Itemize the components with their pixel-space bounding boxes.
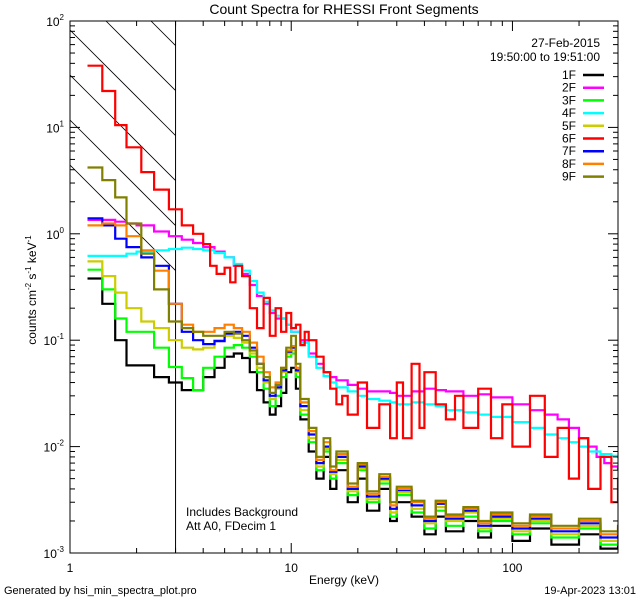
x-axis-label: Energy (keV) — [309, 573, 379, 587]
chart-title: Count Spectra for RHESSI Front Segments — [209, 1, 478, 17]
y-tick-label: 101 — [46, 119, 64, 135]
annotation-background: Includes Background — [186, 505, 298, 519]
legend-label-5F: 5F — [562, 119, 576, 133]
annotation-attenuator: Att A0, FDecim 1 — [186, 519, 276, 533]
legend-label-9F: 9F — [562, 170, 576, 184]
hatch-line — [70, 29, 176, 136]
series-line-6F — [87, 64, 618, 504]
hatch-line — [70, 119, 176, 226]
plot-frame — [69, 20, 619, 554]
axes: 1 10 100 10-3 10-2 10-1 100 101 102 — [44, 13, 619, 575]
date-block: 27-Feb-2015 19:50:00 to 19:51:00 — [490, 36, 600, 64]
series-line-2F — [87, 218, 618, 470]
hatch-line — [70, 164, 176, 271]
legend-label-3F: 3F — [562, 93, 576, 107]
y-tick-label: 10-1 — [44, 332, 65, 348]
time-range-label: 19:50:00 to 19:51:00 — [490, 50, 600, 64]
legend-label-2F: 2F — [562, 81, 576, 95]
legend-label-1F: 1F — [562, 68, 576, 82]
y-tick-label: 100 — [46, 226, 64, 242]
hatch-line — [70, 74, 176, 181]
footer-generated-by: Generated by hsi_min_spectra_plot.pro — [4, 585, 197, 597]
hatch-line — [150, 21, 176, 46]
hatch-line — [105, 21, 176, 91]
x-tick-label: 100 — [502, 561, 522, 575]
hatched-region — [70, 0, 177, 553]
legend-label-6F: 6F — [562, 132, 576, 146]
plot-annotation: Includes Background Att A0, FDecim 1 — [186, 505, 298, 533]
hatch-line — [70, 0, 176, 1]
legend-label-4F: 4F — [562, 106, 576, 120]
y-tick-label: 10-3 — [44, 545, 65, 561]
footer-timestamp: 19-Apr-2023 13:01 — [544, 585, 636, 597]
series-line-9F — [87, 166, 618, 533]
legend-label-8F: 8F — [562, 157, 576, 171]
y-axis-label: counts cm-2 s-1 keV-1 — [24, 235, 39, 345]
series-group — [87, 64, 618, 550]
y-tick-label: 102 — [46, 13, 64, 29]
x-tick-label: 10 — [285, 561, 299, 575]
legend-label-7F: 7F — [562, 144, 576, 158]
y-tick-label: 10-2 — [44, 439, 65, 455]
date-label: 27-Feb-2015 — [531, 36, 600, 50]
x-tick-label: 1 — [67, 561, 74, 575]
